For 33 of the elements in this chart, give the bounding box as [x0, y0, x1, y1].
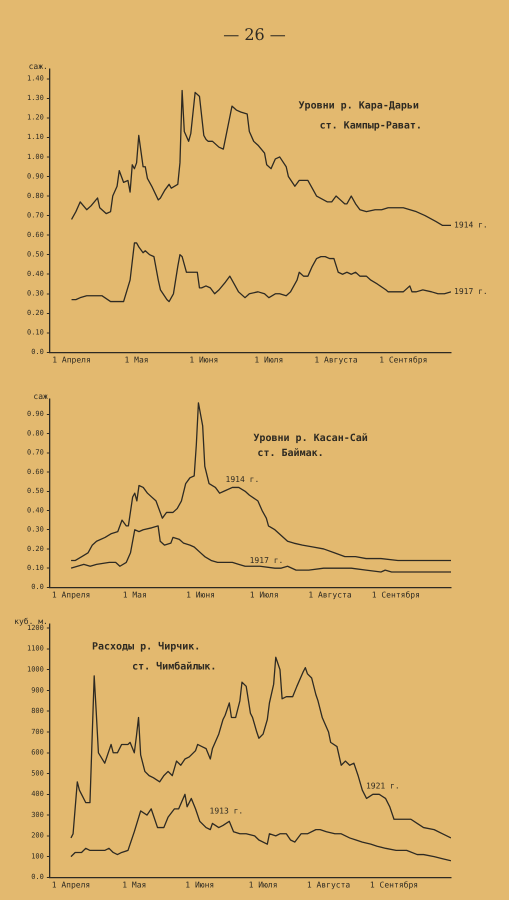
x-tick-label: 1 Мая [124, 355, 149, 364]
x-tick-label: 1 Мая [122, 590, 147, 600]
text: — 26 — [222, 25, 287, 44]
x-tick-label: 1 Августа [306, 880, 350, 890]
text: ст. Чимбайлык. [132, 662, 216, 673]
text: Уровни р. Касан-Сай [253, 433, 368, 444]
series-label: 1917 г. [454, 286, 488, 296]
x-tick-label: 1 Июня [185, 880, 214, 890]
x-tick-label: 1 Апреля [52, 590, 90, 600]
x-tick-label: 1 Сентября [370, 880, 418, 890]
x-tick-label: 1 Июня [186, 590, 216, 600]
x-tick-label: 1 Августа [308, 590, 352, 600]
text: Расходы р. Чирчик. [92, 641, 200, 652]
series-label: 1913 г. [210, 806, 244, 816]
x-tick-label: 1 Июля [248, 880, 278, 890]
series-label: 1917 г. [250, 556, 284, 566]
y-axis-title: саж [33, 392, 48, 402]
x-tick-label: 1 Июля [250, 590, 279, 600]
x-tick-label: 1 Апреля [52, 355, 91, 364]
x-tick-label: 1 Апреля [52, 880, 90, 890]
text: ст. Кампыр-Рават. [320, 120, 422, 132]
text: Уровни р. Кара-Дарьи [298, 100, 419, 112]
series-label: 1914 г. [454, 220, 488, 230]
x-tick-label: 1 Мая [122, 880, 146, 890]
text: ст. Баймак. [257, 448, 324, 460]
x-tick-label: 1 Июля [254, 355, 284, 364]
series-label: 1914 г. [226, 475, 260, 484]
x-tick-label: 1 Августа [314, 355, 358, 364]
x-tick-label: 1 Сентября [379, 355, 428, 364]
y-axis-title: саж. [28, 62, 48, 72]
x-tick-label: 1 Сентября [372, 590, 420, 600]
series-label: 1921 г. [366, 781, 400, 790]
x-tick-label: 1 Июня [189, 355, 218, 364]
